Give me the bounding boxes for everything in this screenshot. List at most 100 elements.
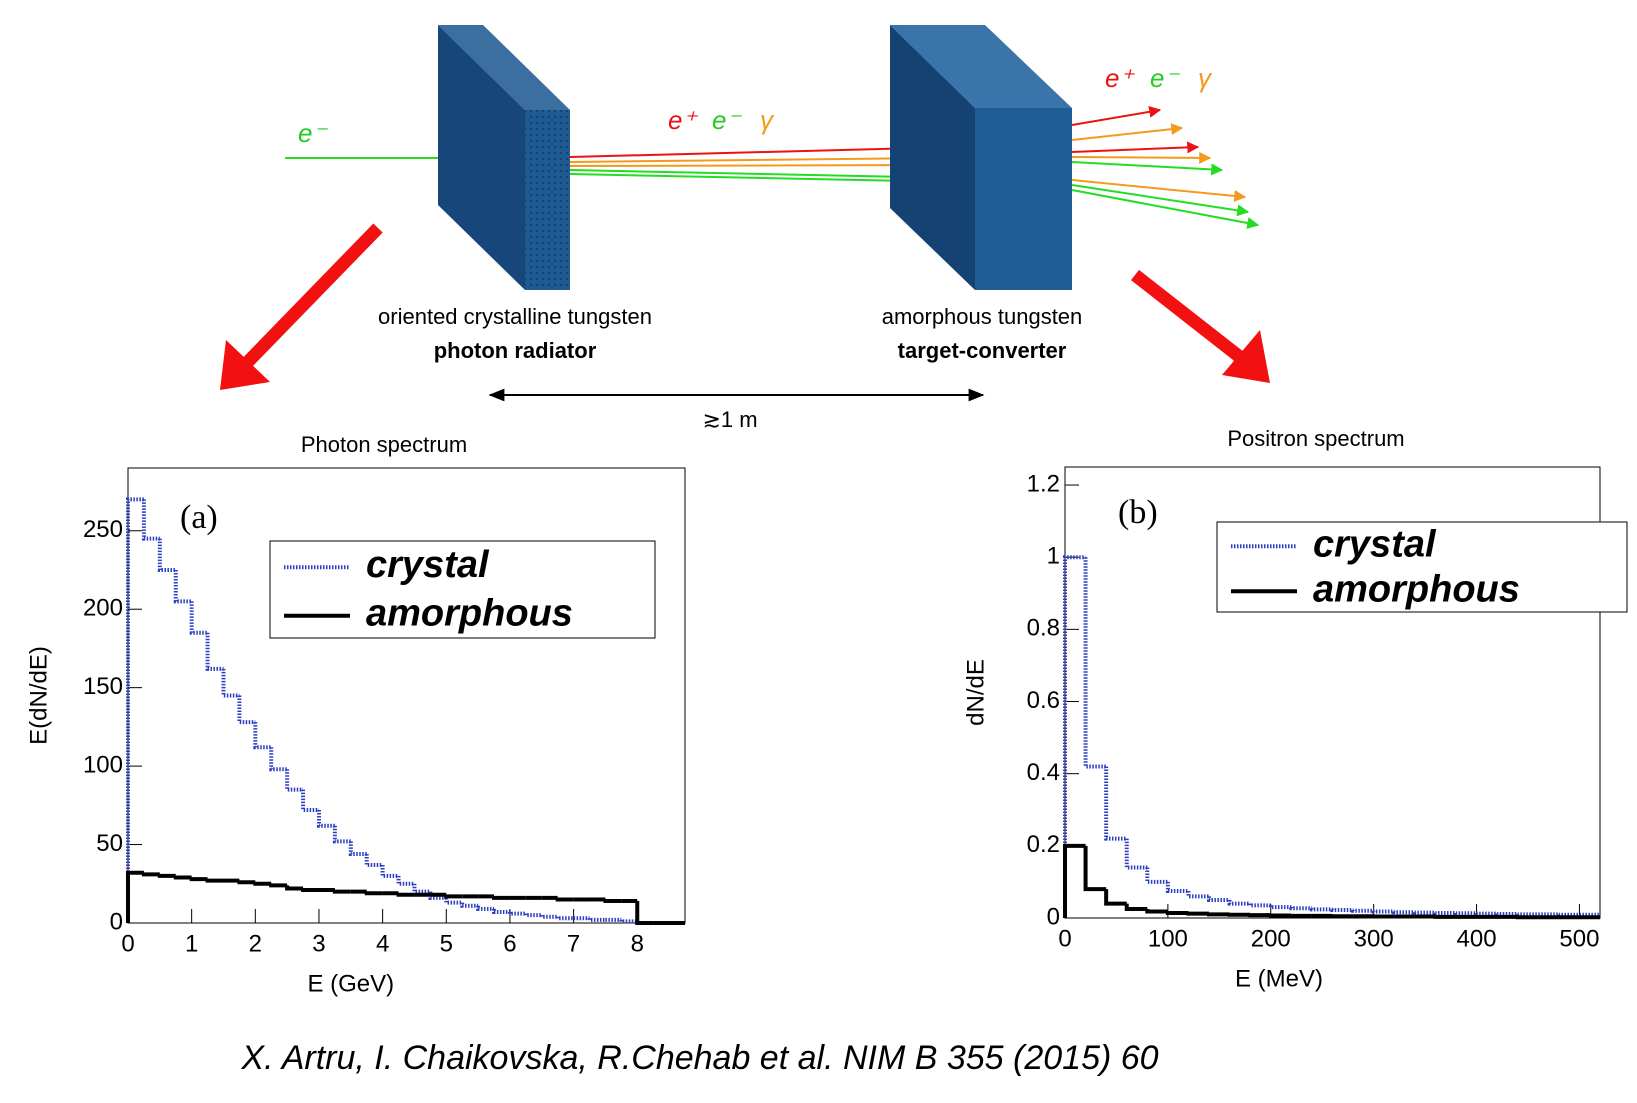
- y-tick-label: 1: [1047, 543, 1060, 570]
- plot-frame: [127, 467, 686, 924]
- histogram-bin: [126, 870, 144, 923]
- histogram-bin: [364, 891, 383, 896]
- beam: [1071, 184, 1250, 217]
- chart-title: Photon spectrum: [301, 432, 467, 457]
- x-tick-label: 5: [440, 930, 453, 957]
- x-axis-label: E (MeV): [1235, 965, 1323, 992]
- converter-face: [975, 108, 1072, 290]
- histogram-bin: [141, 872, 160, 877]
- histogram-bin: [460, 902, 479, 908]
- histogram-bin: [189, 601, 208, 635]
- y-tick-label: 150: [83, 673, 123, 700]
- histogram-bin: [205, 632, 224, 671]
- histogram-bin: [1289, 906, 1312, 911]
- histogram-bin: [332, 889, 351, 894]
- annotation: (b): [1118, 494, 1158, 531]
- x-tick-label: 7: [567, 930, 580, 957]
- histogram-bin: [1124, 903, 1148, 911]
- histogram-bin: [253, 881, 272, 886]
- legend-label: amorphous: [366, 593, 573, 635]
- legend-box: [1216, 521, 1628, 613]
- histogram-bin: [237, 880, 256, 885]
- histogram-bin: [126, 497, 144, 923]
- histogram-bin: [1124, 838, 1148, 870]
- particle-label: e⁻: [712, 105, 742, 135]
- annotation: (a): [180, 499, 218, 536]
- x-tick-label: 200: [1251, 925, 1291, 952]
- particle-label: e⁺: [1105, 63, 1135, 93]
- pointer-arrow-head: [1222, 330, 1270, 383]
- x-tick-label: 100: [1148, 925, 1188, 952]
- radiator-side: [438, 25, 525, 290]
- legend-label: crystal: [366, 544, 490, 586]
- histogram-bin: [1145, 908, 1168, 914]
- histogram-bin: [1207, 896, 1230, 902]
- histogram-bin: [492, 908, 510, 915]
- histogram-bin: [348, 841, 367, 856]
- radiator-face: [525, 110, 570, 290]
- histogram-bin: [587, 917, 606, 922]
- y-tick-label: 0: [1047, 903, 1060, 930]
- histogram-bin: [523, 913, 542, 918]
- histogram-bin: [492, 895, 510, 900]
- histogram-bin: [1392, 910, 1415, 915]
- histogram-bin: [1330, 908, 1354, 913]
- chart: Positron spectrum E (MeV) dN/dE 0 100 200 300 4…: [962, 426, 1628, 992]
- x-tick-label: 300: [1354, 925, 1394, 952]
- beam: [569, 164, 939, 167]
- histogram-bin: [1227, 899, 1251, 906]
- histogram-bin: [476, 905, 495, 911]
- histogram-bin: [444, 897, 463, 905]
- histogram-bin: [1104, 766, 1127, 841]
- histogram-bin: [1083, 845, 1107, 892]
- particle-label: γ: [1198, 63, 1213, 93]
- histogram-bin: [1063, 843, 1086, 918]
- y-tick-label: 250: [83, 516, 123, 543]
- histogram-bin: [507, 911, 526, 916]
- converter-material: amorphous tungsten: [882, 304, 1083, 329]
- y-tick-label: 0: [110, 908, 123, 935]
- y-tick-label: 0.4: [1027, 759, 1060, 786]
- pointer-arrow-head: [220, 340, 270, 390]
- distance-label: ≳1 m: [702, 407, 757, 432]
- x-tick-label: 3: [312, 930, 325, 957]
- histogram-bin: [1268, 905, 1292, 910]
- x-tick-label: 8: [631, 930, 644, 957]
- y-tick-label: 0.2: [1027, 831, 1060, 858]
- histogram-bin: [1165, 881, 1189, 893]
- histogram-bin: [205, 878, 224, 883]
- histogram-bin: [1165, 910, 1189, 915]
- converter-top: [890, 25, 1072, 108]
- histogram-bin: [1104, 889, 1127, 906]
- radiator-top: [438, 25, 570, 110]
- beam: [1071, 151, 1212, 164]
- x-tick-label: 400: [1457, 925, 1497, 952]
- histogram-bin: [619, 919, 638, 924]
- x-tick-label: 0: [121, 930, 134, 957]
- beam: [1071, 179, 1247, 202]
- particle-label: γ: [760, 105, 775, 135]
- beam: [1071, 161, 1224, 176]
- histogram-bin: [221, 668, 240, 698]
- legend-label: crystal: [1313, 523, 1437, 565]
- histogram-bin: [412, 883, 431, 894]
- histogram-bin: [1309, 907, 1333, 912]
- y-axis-label: dN/dE: [962, 659, 989, 726]
- histogram-bin: [189, 877, 208, 882]
- histogram-bin: [269, 747, 288, 772]
- histogram-bin: [316, 810, 335, 828]
- histogram-bin: [364, 853, 383, 867]
- x-tick-label: 0: [1058, 925, 1071, 952]
- histogram-bin: [301, 888, 319, 893]
- histogram-bin: [444, 894, 463, 899]
- histogram-bin: [428, 891, 447, 900]
- particle-label: e⁻: [1150, 63, 1180, 93]
- histogram-bin: [301, 789, 319, 813]
- histogram-bin: [1351, 908, 1374, 913]
- beam: [569, 152, 937, 165]
- legend-box: [269, 540, 656, 639]
- x-tick-label: 6: [503, 930, 516, 957]
- histogram-bin: [269, 883, 288, 888]
- beam: [1071, 141, 1200, 154]
